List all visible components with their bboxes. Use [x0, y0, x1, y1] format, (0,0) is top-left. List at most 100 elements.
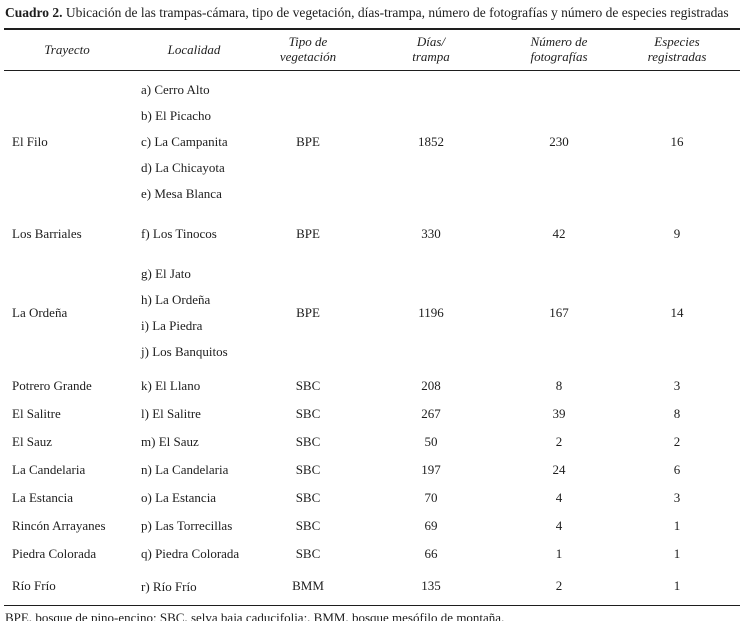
trayecto-cell: Piedra Colorada: [12, 546, 97, 562]
especies-registradas-cell: 3: [673, 378, 681, 394]
num-fotografias-cell: 2: [555, 578, 563, 594]
table-row: La Ordeña g) El Jato BPE 1196 167 14: [4, 255, 740, 320]
table-row: El Salitre l) El Salitre SBC 267 39 8: [4, 401, 740, 429]
dias-trampa-cell: 135: [421, 578, 441, 594]
num-fotografias-cell: 4: [555, 518, 563, 534]
trayecto-group: Potrero Grande k) El Llano SBC 208 8 3: [4, 373, 740, 401]
localidad-cell: f) Los Tinocos: [141, 226, 217, 242]
dias-trampa-cell: 1196: [418, 305, 444, 321]
localidad-cell: j) Los Banquitos: [141, 344, 228, 360]
localidad-cell: q) Piedra Colorada: [141, 546, 240, 562]
trayecto-cell: El Salitre: [12, 406, 61, 422]
table-row: c) La Campanita: [4, 130, 740, 156]
table-caption-text: Ubicación de las trampas-cámara, tipo de…: [62, 5, 729, 20]
trayecto-group: La Candelaria n) La Candelaria SBC 197 24 6: [4, 457, 740, 485]
trayecto-group: El Filo a) Cerro Alto BPE 1852 230 16 b) El Pi…: [4, 70, 740, 215]
table-header-row: Trayecto Localidad Tipo de vegetación Dí…: [4, 28, 740, 71]
trayecto-group: Piedra Colorada q) Piedra Colorada SBC 66 1 1: [4, 541, 740, 569]
trayecto-cell: El Sauz: [12, 434, 53, 450]
trayecto-group: El Sauz m) El Sauz SBC 50 2 2: [4, 429, 740, 457]
especies-registradas-cell: 6: [673, 462, 681, 478]
trayecto-group: Rincón Arrayanes p) Las Torrecillas SBC 69 4…: [4, 513, 740, 541]
especies-registradas-cell: 1: [673, 578, 681, 594]
trayecto-group: La Estancia o) La Estancia SBC 70 4 3: [4, 485, 740, 513]
table-row: j) Los Banquitos: [4, 340, 740, 373]
table-row: Potrero Grande k) El Llano SBC 208 8 3: [4, 373, 740, 401]
vegetacion-cell: SBC: [295, 546, 321, 562]
num-fotografias-cell: 24: [552, 462, 566, 478]
table-row: i) La Piedra: [4, 314, 740, 340]
table-caption-label: Cuadro 2.: [5, 5, 63, 20]
especies-registradas-cell: 9: [673, 226, 681, 242]
trayecto-cell: La Ordeña: [12, 305, 68, 321]
table-row: La Estancia o) La Estancia SBC 70 4 3: [4, 485, 740, 513]
localidad-cell: e) Mesa Blanca: [141, 186, 222, 202]
column-header-dias: Días/ trampa: [358, 28, 504, 71]
vegetacion-cell: SBC: [295, 518, 321, 534]
trayecto-cell: Los Barriales: [12, 226, 82, 242]
trayecto-cell: Rincón Arrayanes: [12, 518, 106, 534]
localidad-cell: o) La Estancia: [141, 490, 217, 506]
table-row: d) La Chicayota: [4, 156, 740, 182]
especies-registradas-cell: 2: [673, 434, 681, 450]
dias-trampa-cell: 70: [424, 490, 438, 506]
vegetacion-cell: SBC: [295, 434, 321, 450]
localidad-cell: g) El Jato: [141, 266, 191, 282]
especies-registradas-cell: 14: [670, 305, 684, 321]
dias-trampa-cell: 1852: [418, 134, 444, 150]
table-caption: Cuadro 2. Ubicación de las trampas-cámar…: [4, 4, 740, 28]
especies-registradas-cell: 1: [673, 546, 681, 562]
localidad-cell: c) La Campanita: [141, 134, 228, 150]
table-row: La Candelaria n) La Candelaria SBC 197 24 6: [4, 457, 740, 485]
especies-registradas-cell: 3: [673, 490, 681, 506]
vegetacion-cell: BMM: [292, 578, 324, 594]
num-fotografias-cell: 42: [552, 226, 566, 242]
localidad-cell: l) El Salitre: [141, 406, 201, 422]
table-footnote: BPE, bosque de pino-encino; SBC, selva b…: [5, 609, 505, 621]
trayecto-group: La Ordeña g) El Jato BPE 1196 167 14 h) La Ord…: [4, 255, 740, 373]
num-fotografias-cell: 8: [555, 378, 563, 394]
localidad-cell: a) Cerro Alto: [141, 82, 210, 98]
trayecto-cell: Potrero Grande: [12, 378, 92, 394]
num-fotografias-cell: 39: [552, 406, 566, 422]
vegetacion-cell: BPE: [296, 134, 320, 150]
column-header-trayecto: Trayecto: [4, 28, 130, 71]
trayecto-group: Los Barriales f) Los Tinocos BPE 330 42 9: [4, 215, 740, 255]
trayecto-cell: Río Frío: [12, 578, 56, 594]
table-row: h) La Ordeña: [4, 288, 740, 314]
dias-trampa-cell: 66: [424, 546, 438, 562]
localidad-cell: n) La Candelaria: [141, 462, 229, 478]
trayecto-group: El Salitre l) El Salitre SBC 267 39 8: [4, 401, 740, 429]
num-fotografias-cell: 230: [549, 134, 569, 150]
dias-trampa-cell: 69: [424, 518, 438, 534]
localidad-cell: k) El Llano: [141, 378, 201, 394]
table-row: El Filo a) Cerro Alto BPE 1852 230 16: [4, 70, 740, 149]
column-header-localidad: Localidad: [130, 28, 258, 71]
localidad-cell: r) Río Frío: [141, 579, 197, 595]
localidad-cell: d) La Chicayota: [141, 160, 225, 176]
vegetacion-cell: SBC: [295, 406, 321, 422]
localidad-cell: m) El Sauz: [141, 434, 199, 450]
table-row: Rincón Arrayanes p) Las Torrecillas SBC 69 4…: [4, 513, 740, 541]
especies-registradas-cell: 1: [673, 518, 681, 534]
vegetacion-cell: BPE: [296, 226, 320, 242]
data-table: Trayecto Localidad Tipo de vegetación Dí…: [4, 27, 740, 606]
trayecto-group: Río Frío r) Río Frío BMM 135 2 1: [4, 569, 740, 606]
localidad-cell: p) Las Torrecillas: [141, 518, 233, 534]
num-fotografias-cell: 167: [549, 305, 569, 321]
dias-trampa-cell: 50: [424, 434, 438, 450]
especies-registradas-cell: 16: [670, 134, 684, 150]
vegetacion-cell: SBC: [295, 490, 321, 506]
table-row: Piedra Colorada q) Piedra Colorada SBC 66 1 1: [4, 541, 740, 569]
table-row: El Sauz m) El Sauz SBC 50 2 2: [4, 429, 740, 457]
column-header-especies: Especies registradas: [614, 28, 740, 71]
table-row: Los Barriales f) Los Tinocos BPE 330 42 9: [4, 215, 740, 255]
localidad-cell: b) El Picacho: [141, 108, 212, 124]
column-header-vegetacion: Tipo de vegetación: [258, 28, 358, 71]
column-header-fotografias: Número de fotografías: [504, 28, 614, 71]
table-row: b) El Picacho: [4, 104, 740, 130]
vegetacion-cell: SBC: [295, 462, 321, 478]
localidad-cell: i) La Piedra: [141, 318, 203, 334]
table-header: Trayecto Localidad Tipo de vegetación Dí…: [4, 28, 740, 71]
